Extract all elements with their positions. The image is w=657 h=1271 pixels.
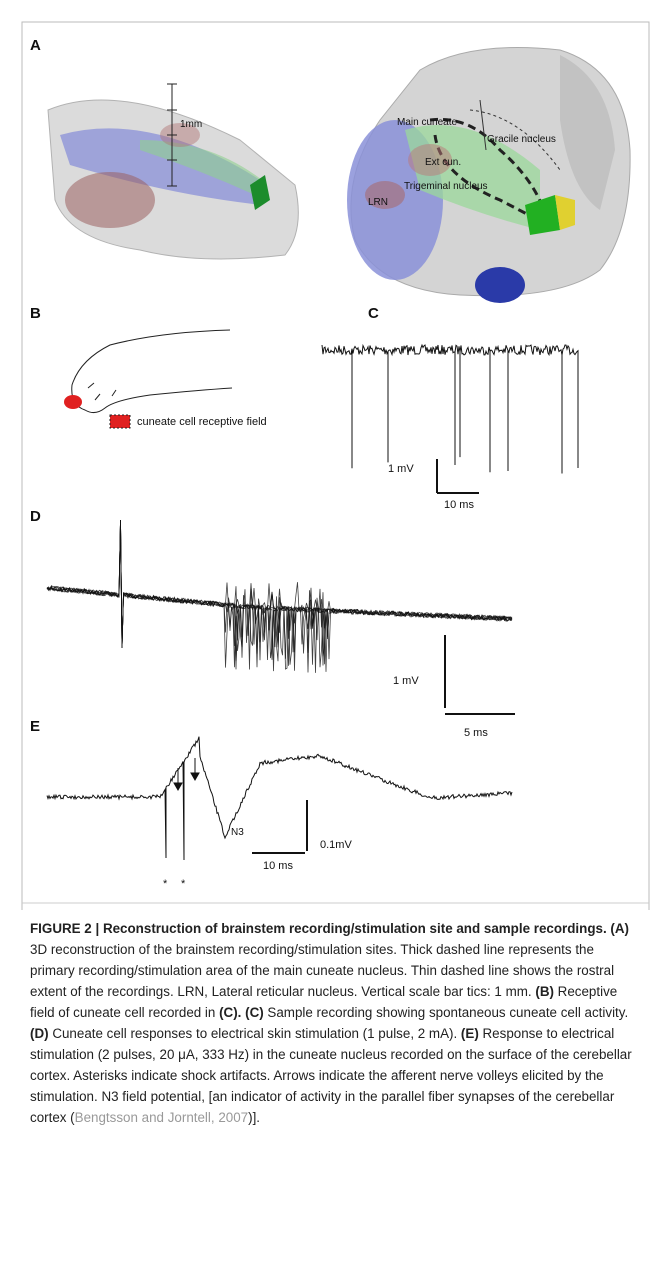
label: Gracile nucleus <box>487 134 556 145</box>
frame <box>21 21 650 910</box>
caption-ref: (C). (C) <box>219 1005 264 1020</box>
trace <box>321 343 579 474</box>
trace <box>46 519 513 672</box>
scale-bars <box>252 459 515 854</box>
receptive-field <box>64 395 82 409</box>
figure: A B C D E 1mm Main cuneate Gracile nucle… <box>21 21 650 910</box>
caption-text: 3D reconstruction of the brainstem recor… <box>30 942 615 999</box>
caption-text: Cuneate cell responses to electrical ski… <box>48 1026 461 1041</box>
caption: FIGURE 2 | Reconstruction of brainstem r… <box>30 918 642 1128</box>
scale-label: 1 mV <box>393 675 419 687</box>
panel-label: B <box>30 305 41 322</box>
trace <box>46 519 513 661</box>
scale-label: 1 mV <box>388 463 414 475</box>
scale-label: 10 ms <box>263 860 293 872</box>
scale-label: 10 ms <box>444 499 474 511</box>
asterisk: * <box>181 878 186 890</box>
scale-label: 5 ms <box>464 727 488 739</box>
panel-label: A <box>30 37 41 54</box>
trace <box>46 519 513 672</box>
caption-text: Sample recording showing spontaneous cun… <box>263 1005 629 1020</box>
citation[interactable]: Bengtsson and Jorntell, 2007 <box>74 1110 249 1125</box>
paw <box>71 329 233 414</box>
n3-label: N3 <box>231 827 244 838</box>
label: Trigeminal nucleus <box>404 181 488 192</box>
caption-text: Receptive field of cuneate cell recorded… <box>30 984 618 1020</box>
brainstem-left <box>47 83 299 260</box>
trace <box>46 736 513 861</box>
scale-label: 1mm <box>180 119 202 130</box>
panel-label: E <box>30 718 40 735</box>
caption-text: )]. <box>248 1110 261 1125</box>
caption-title: FIGURE 2 | Reconstruction of brainstem r… <box>30 921 607 936</box>
caption-ref: (E) <box>460 1026 479 1041</box>
caption-text: Response to electrical stimulation (2 pu… <box>30 1026 632 1125</box>
caption-ref: (A) <box>610 921 630 936</box>
caption-ref: (D) <box>30 1026 49 1041</box>
legend-text: cuneate cell receptive field <box>137 416 267 428</box>
label: Main cuneate <box>397 117 457 128</box>
label: Ext cun. <box>425 157 461 168</box>
traces <box>46 343 579 861</box>
brainstem-right <box>347 47 631 303</box>
legend-swatch <box>109 414 131 429</box>
arrows <box>173 758 200 792</box>
asterisk: * <box>163 878 168 890</box>
trace <box>46 519 513 673</box>
panel-label: D <box>30 508 41 525</box>
label: LRN <box>368 197 388 208</box>
panel-label: C <box>368 305 379 322</box>
scale-label: 0.1mV <box>320 839 352 851</box>
caption-ref: (B) <box>535 984 554 999</box>
